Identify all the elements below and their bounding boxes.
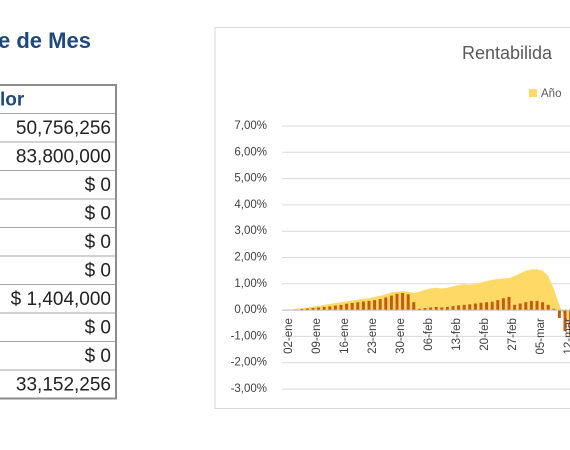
bar — [535, 300, 539, 311]
table-value: $ 1,404,000 — [11, 289, 111, 310]
x-tick-label: 27-feb — [507, 318, 519, 351]
bar — [546, 304, 550, 311]
table-value: $ 0 — [85, 232, 111, 253]
table-value: 50,756,256 — [16, 118, 111, 139]
bar — [417, 308, 421, 311]
bar — [333, 305, 337, 311]
bar — [496, 300, 500, 311]
chart-frame — [214, 27, 570, 409]
bar — [378, 299, 382, 311]
bar — [529, 300, 533, 311]
bar — [552, 308, 556, 311]
table-cell — [0, 312, 117, 342]
bar — [457, 305, 461, 311]
table-cell — [0, 170, 117, 200]
x-tick-label: 20-feb — [479, 318, 491, 351]
table-value: $ 0 — [85, 346, 111, 367]
x-tick-label: 30-ene — [395, 318, 407, 354]
bar — [345, 303, 349, 311]
table-border — [0, 84, 117, 400]
table-header-cell — [0, 84, 117, 114]
area — [285, 269, 570, 326]
bar — [563, 310, 567, 332]
table-cell — [0, 284, 117, 314]
table-value: 83,800,000 — [16, 146, 111, 167]
y-tick-label: -2,00% — [231, 357, 267, 369]
table-value: $ 0 — [85, 260, 111, 281]
y-tick-label: 6,00% — [234, 146, 267, 158]
y-tick-label: 2,00% — [234, 252, 267, 264]
x-tick-label: 06-feb — [423, 318, 435, 351]
chart-title: Rentabilida — [462, 43, 553, 63]
x-tick-label: 02-ene — [283, 318, 295, 354]
table-value: $ 0 — [85, 317, 111, 338]
x-tick-label: 13-feb — [451, 318, 463, 351]
x-tick-label: 09-ene — [311, 318, 323, 354]
bar — [501, 298, 505, 311]
y-tick-label: 3,00% — [234, 225, 267, 237]
bar — [485, 302, 489, 311]
bar — [451, 306, 455, 311]
bar — [373, 300, 377, 311]
bar — [401, 293, 405, 311]
bar — [361, 301, 365, 311]
bar — [423, 307, 427, 311]
bar — [490, 301, 494, 311]
y-tick-label: 1,00% — [234, 278, 267, 290]
y-tick-label: -3,00% — [231, 383, 267, 395]
bar — [339, 304, 343, 311]
table-value: $ 0 — [85, 175, 111, 196]
bar — [406, 294, 410, 311]
bar — [300, 309, 304, 311]
table-header: lor — [0, 89, 25, 110]
x-tick-label: 05-mar — [535, 318, 547, 355]
table-cell — [0, 369, 117, 399]
bar — [429, 307, 433, 311]
legend-label: Año — [541, 88, 561, 100]
bar — [328, 306, 332, 311]
bar — [317, 307, 321, 311]
bar — [367, 300, 371, 311]
bar — [513, 304, 517, 311]
y-tick-label: 5,00% — [234, 173, 267, 185]
y-tick-label: -1,00% — [231, 330, 267, 342]
bar — [356, 302, 360, 311]
bar — [434, 306, 438, 311]
bar — [541, 302, 545, 311]
table-value: 33,152,256 — [16, 374, 111, 395]
x-tick-label: 23-ene — [367, 318, 379, 354]
bar — [350, 302, 354, 311]
bar — [384, 297, 388, 311]
bar — [311, 307, 315, 311]
table-cell — [0, 141, 117, 171]
sheet-title: e de Mes — [0, 28, 91, 53]
bar — [445, 306, 449, 311]
table-cell — [0, 255, 117, 285]
x-tick-label: 12-mar — [563, 318, 570, 355]
bar — [507, 296, 511, 311]
table-cell — [0, 341, 117, 371]
bar — [412, 302, 416, 311]
bar — [395, 293, 399, 311]
legend-swatch — [529, 89, 537, 97]
x-tick-label: 16-ene — [339, 318, 351, 354]
bar — [440, 307, 444, 311]
table-value: $ 0 — [85, 203, 111, 224]
bar — [518, 303, 522, 311]
y-tick-label: 4,00% — [234, 199, 267, 211]
bar — [557, 310, 561, 318]
bar — [479, 302, 483, 311]
bar — [389, 295, 393, 311]
bar — [322, 306, 326, 311]
y-tick-label: 0,00% — [234, 304, 267, 316]
bar — [473, 303, 477, 311]
bar — [468, 304, 472, 311]
y-tick-label: 7,00% — [234, 120, 267, 132]
table-cell — [0, 227, 117, 257]
bar — [524, 302, 528, 311]
bar — [305, 308, 309, 311]
bar — [462, 304, 466, 311]
